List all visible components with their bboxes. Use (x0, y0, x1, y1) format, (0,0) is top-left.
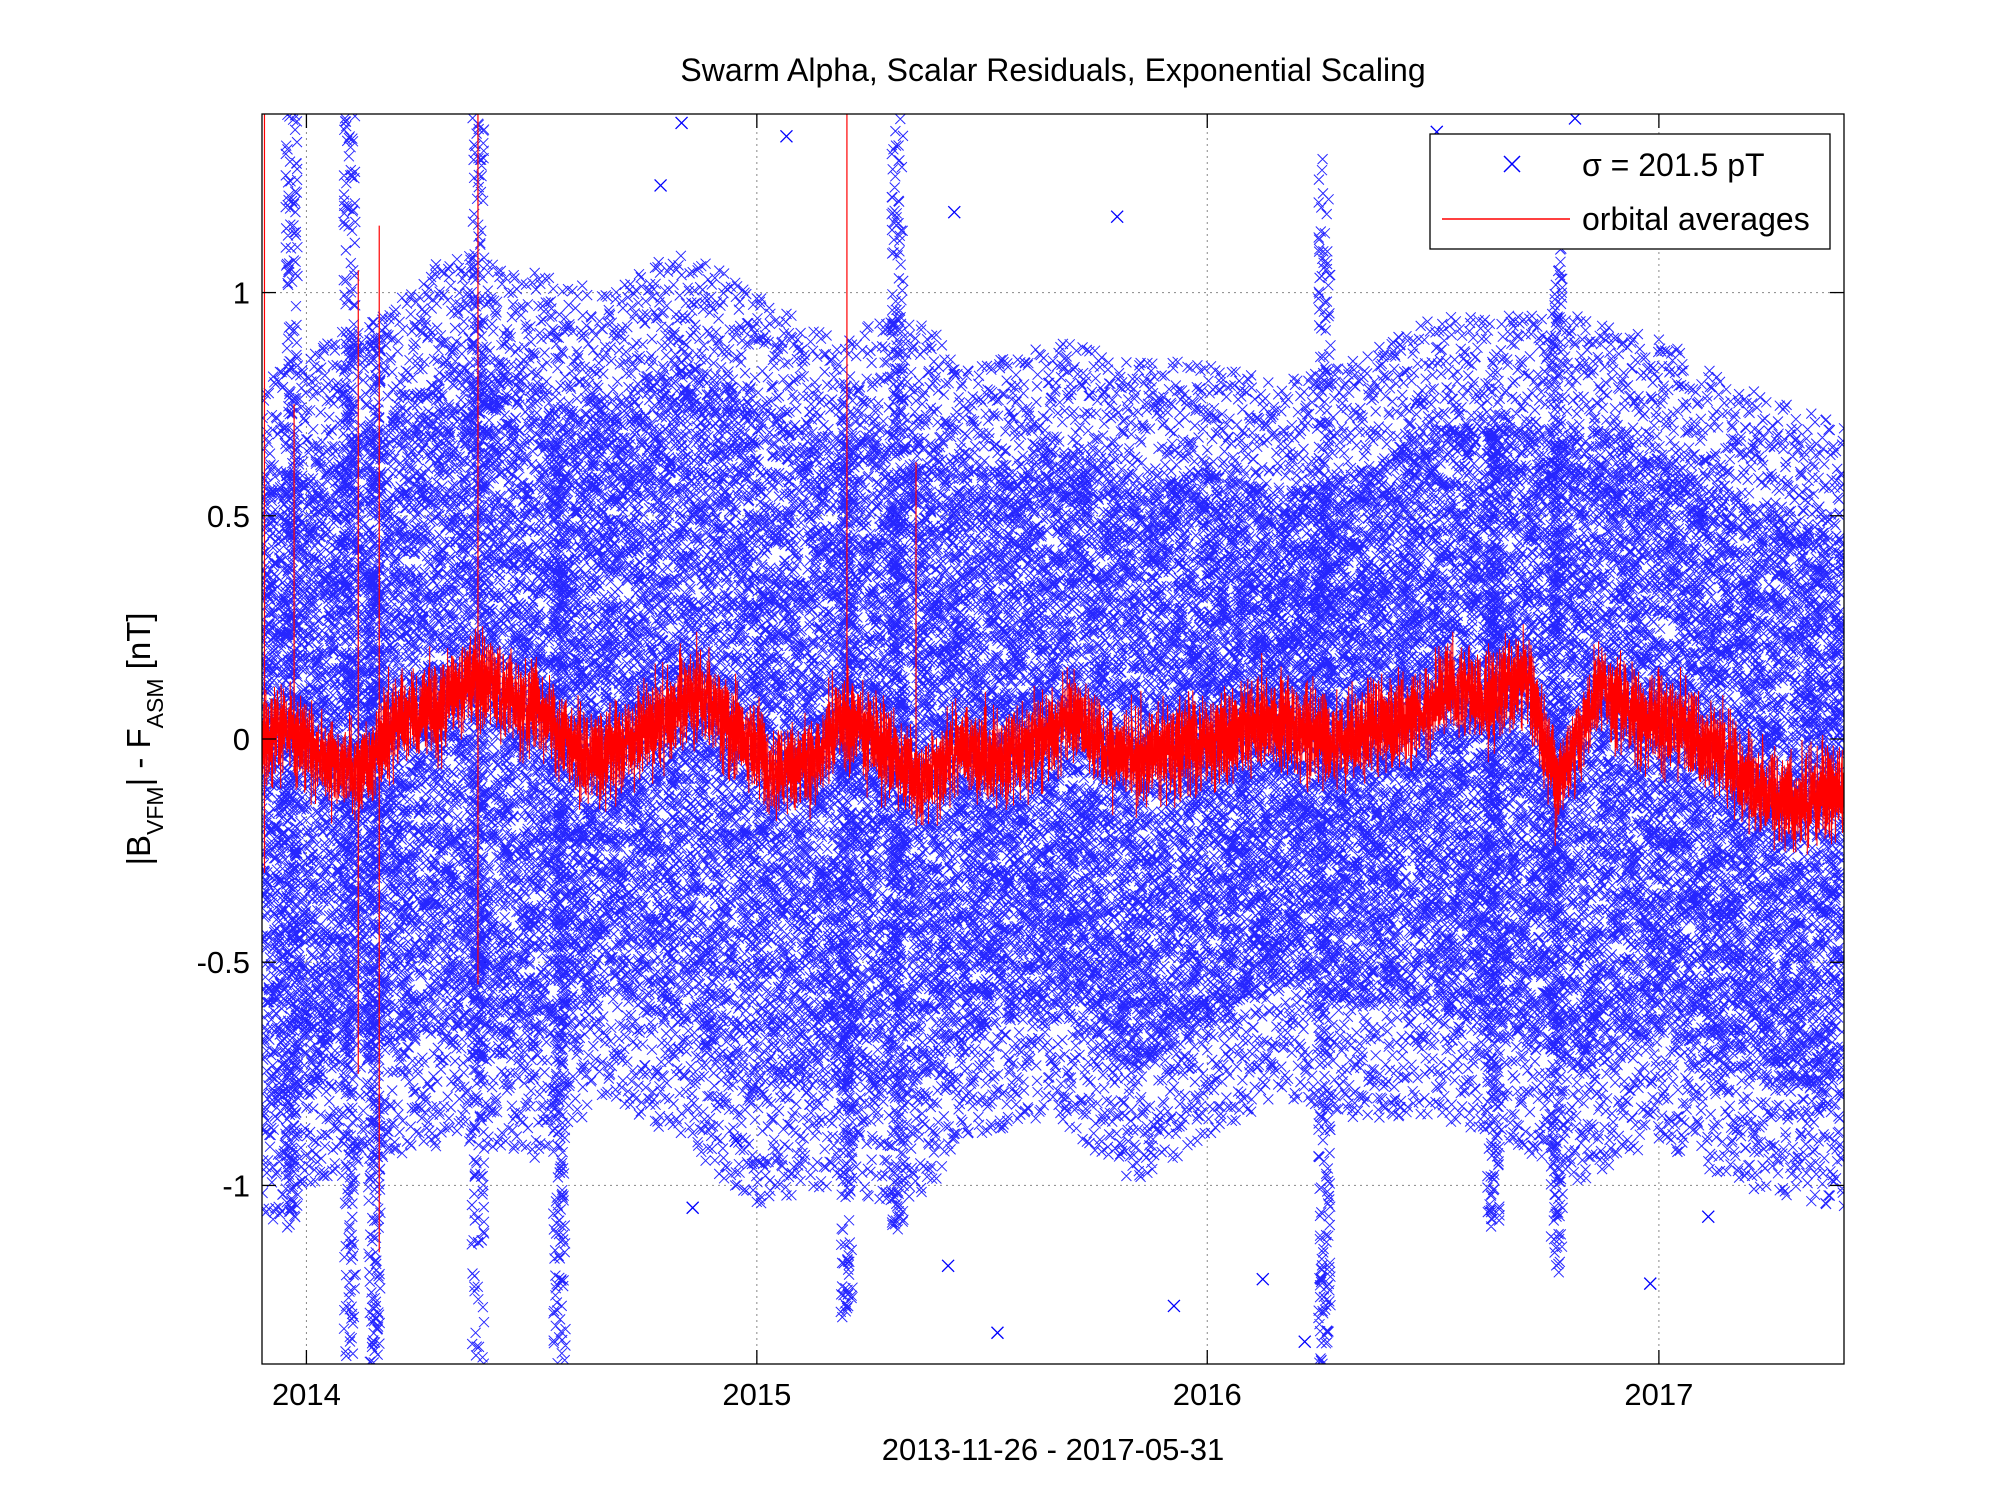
legend-label-orbital-averages: orbital averages (1582, 201, 1810, 237)
scatter-point-outlier (991, 1326, 1004, 1340)
legend: σ = 201.5 pT orbital averages (1429, 133, 1831, 250)
line-series-orbital-averages (262, 114, 1844, 1253)
scatter-markers-residuals (262, 114, 1844, 1364)
y-tick-label: -0.5 (197, 945, 250, 980)
y-axis-label-subscript-1: VFM (142, 786, 168, 835)
y-axis-label-part-1: |B (120, 835, 157, 866)
legend-label-sigma: σ = 201.5 pT (1582, 147, 1765, 183)
y-tick-label: -1 (222, 1168, 250, 1203)
y-tick-label: 1 (233, 276, 250, 311)
scatter-point-outlier (654, 178, 668, 192)
y-tick-label: 0 (233, 722, 250, 757)
x-tick-label: 2016 (1173, 1377, 1242, 1412)
x-tick-label: 2015 (722, 1377, 791, 1412)
data-layer (262, 114, 1844, 1364)
scatter-point-outlier (675, 116, 689, 130)
scatter-series-residuals (262, 114, 1844, 1364)
chart-title: Swarm Alpha, Scalar Residuals, Exponenti… (680, 52, 1425, 88)
legend-box (1429, 133, 1831, 250)
scatter-point-outlier (1167, 1299, 1181, 1313)
axis-ticks: 2014 2015 2016 2017 -1 -0.5 0 0.5 1 (197, 114, 1844, 1412)
y-tick-label: 0.5 (207, 499, 250, 534)
legend-marker-x (1503, 155, 1521, 173)
y-axis-label-subscript-2: ASM (142, 678, 168, 728)
scatter-point-outlier (729, 1134, 743, 1148)
line-orbital-averages (262, 624, 1844, 855)
y-axis-label-part-2: | - F (120, 728, 157, 786)
scatter-point-outlier (947, 205, 961, 219)
x-tick-label: 2014 (272, 1377, 341, 1412)
x-tick-label: 2017 (1624, 1377, 1693, 1412)
scatter-point-outlier (1110, 210, 1124, 224)
scatter-point-outlier (1256, 1272, 1270, 1286)
scatter-point-outlier (779, 129, 793, 143)
y-axis-label: |BVFM| - FASM [nT] (120, 612, 168, 865)
scatter-point-outlier (1643, 1277, 1657, 1291)
scatter-point-outlier (941, 1259, 955, 1273)
x-axis-label: 2013-11-26 - 2017-05-31 (882, 1432, 1224, 1467)
scatter-point-outlier (1701, 1210, 1715, 1224)
scatter-point-outlier (686, 1201, 700, 1215)
scatter-point-outlier (1298, 1335, 1312, 1349)
y-axis-label-part-3: [nT] (120, 612, 157, 678)
